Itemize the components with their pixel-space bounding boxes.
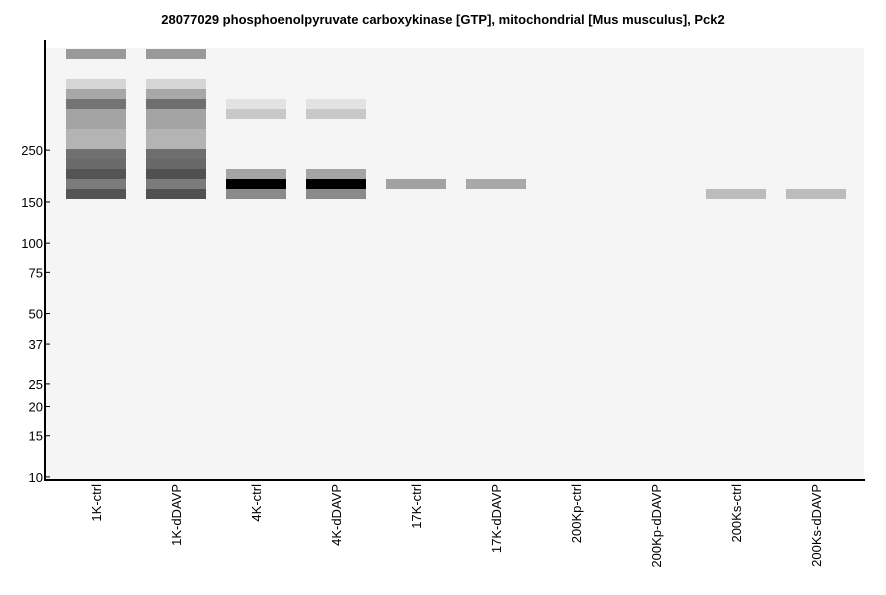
band-200Ks-dDAVP-14 (786, 189, 846, 199)
band-1K-ctrl-8 (66, 129, 126, 139)
lane-label-1K-ctrl: 1K-ctrl (89, 484, 104, 522)
band-1K-ctrl-4 (66, 89, 126, 99)
y-tick-label-37: 37 (29, 337, 43, 352)
bands-layer (66, 49, 846, 199)
band-1K-ctrl-14 (66, 189, 126, 199)
lane-label-200Ks-dDAVP: 200Ks-dDAVP (809, 484, 824, 567)
y-tick-label-150: 150 (21, 195, 43, 210)
band-4K-dDAVP-14 (306, 189, 366, 199)
band-1K-dDAVP-10 (146, 149, 206, 159)
band-1K-dDAVP-9 (146, 139, 206, 149)
band-1K-dDAVP-6 (146, 109, 206, 119)
band-200Ks-ctrl-14 (706, 189, 766, 199)
band-1K-dDAVP-14 (146, 189, 206, 199)
band-17K-ctrl-13 (386, 179, 446, 189)
band-1K-dDAVP-13 (146, 179, 206, 189)
band-1K-dDAVP-4 (146, 89, 206, 99)
band-1K-ctrl-7 (66, 119, 126, 129)
band-1K-ctrl-13 (66, 179, 126, 189)
band-1K-dDAVP-0 (146, 49, 206, 59)
band-1K-dDAVP-3 (146, 79, 206, 89)
band-1K-ctrl-6 (66, 109, 126, 119)
lane-label-17K-dDAVP: 17K-dDAVP (489, 484, 504, 553)
band-4K-ctrl-6 (226, 109, 286, 119)
band-17K-dDAVP-13 (466, 179, 526, 189)
band-1K-dDAVP-7 (146, 119, 206, 129)
band-1K-dDAVP-11 (146, 159, 206, 169)
band-1K-ctrl-0 (66, 49, 126, 59)
band-4K-dDAVP-5 (306, 99, 366, 109)
y-tick-label-10: 10 (29, 470, 43, 485)
y-ticks: 250 150 100 75 50 37 25 20 15 10 (21, 143, 50, 485)
lane-label-200Kp-ctrl: 200Kp-ctrl (569, 484, 584, 543)
band-1K-ctrl-12 (66, 169, 126, 179)
band-4K-ctrl-5 (226, 99, 286, 109)
chart-title: 28077029 phosphoenolpyruvate carboxykina… (161, 12, 725, 27)
lane-label-200Ks-ctrl: 200Ks-ctrl (729, 484, 744, 543)
band-4K-ctrl-13 (226, 179, 286, 189)
band-1K-dDAVP-5 (146, 99, 206, 109)
y-tick-label-25: 25 (29, 377, 43, 392)
band-1K-dDAVP-12 (146, 169, 206, 179)
band-1K-ctrl-11 (66, 159, 126, 169)
lane-label-4K-dDAVP: 4K-dDAVP (329, 484, 344, 546)
band-4K-dDAVP-12 (306, 169, 366, 179)
y-tick-label-100: 100 (21, 236, 43, 251)
y-tick-label-15: 15 (29, 429, 43, 444)
y-tick-label-20: 20 (29, 400, 43, 415)
lane-label-200Kp-dDAVP: 200Kp-dDAVP (649, 484, 664, 568)
band-4K-ctrl-14 (226, 189, 286, 199)
band-1K-ctrl-9 (66, 139, 126, 149)
band-4K-ctrl-12 (226, 169, 286, 179)
band-1K-ctrl-5 (66, 99, 126, 109)
lane-label-1K-dDAVP: 1K-dDAVP (169, 484, 184, 546)
y-tick-label-50: 50 (29, 307, 43, 322)
y-tick-label-75: 75 (29, 265, 43, 280)
band-1K-ctrl-3 (66, 79, 126, 89)
lane-labels: 1K-ctrl 1K-dDAVP 4K-ctrl 4K-dDAVP 17K-ctrl 17… (89, 484, 824, 568)
band-4K-dDAVP-6 (306, 109, 366, 119)
band-1K-ctrl-10 (66, 149, 126, 159)
y-tick-label-250: 250 (21, 143, 43, 158)
band-1K-dDAVP-8 (146, 129, 206, 139)
band-4K-dDAVP-13 (306, 179, 366, 189)
lane-label-17K-ctrl: 17K-ctrl (409, 484, 424, 529)
lane-label-4K-ctrl: 4K-ctrl (249, 484, 264, 522)
